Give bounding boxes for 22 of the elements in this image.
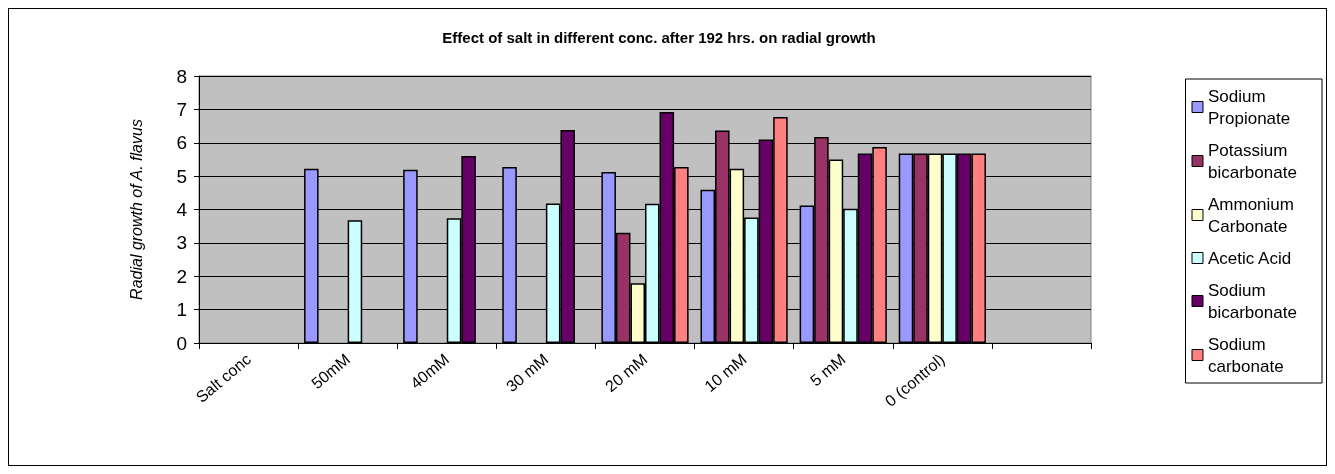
legend-label: Sodium bicarbonate xyxy=(1208,280,1297,322)
legend-label: Sodium Propionate xyxy=(1208,86,1291,128)
x-tick-label: 10 mM xyxy=(701,350,750,395)
legend-label: Sodium carbonate xyxy=(1208,334,1284,376)
legend-label: Ammonium Carbonate xyxy=(1208,194,1299,236)
y-axis-title: Radial growth of A. flavus xyxy=(127,119,145,300)
y-tick-label: 8 xyxy=(176,65,187,87)
x-tick-label: 20 mM xyxy=(602,350,651,395)
x-tick-label: 5 mM xyxy=(807,350,849,390)
x-tick-label: Salt conc xyxy=(192,350,255,406)
y-tick-label: 0 xyxy=(176,332,187,354)
chart-title: Effect of salt in different conc. after 192 hrs. on radial growth xyxy=(442,29,876,46)
y-tick-label: 6 xyxy=(176,132,187,154)
y-tick-label: 1 xyxy=(176,299,187,321)
legend-label: Acetic Acid xyxy=(1208,248,1292,268)
legend-label: Potassium bicarbonate xyxy=(1208,140,1297,182)
y-tick-label: 4 xyxy=(176,199,188,220)
y-tick-label: 2 xyxy=(176,265,187,287)
x-tick-label: 30 mM xyxy=(502,350,552,395)
y-tick-label: 3 xyxy=(176,232,187,254)
y-tick-label: 7 xyxy=(176,98,187,120)
y-tick-label: 5 xyxy=(176,165,187,187)
